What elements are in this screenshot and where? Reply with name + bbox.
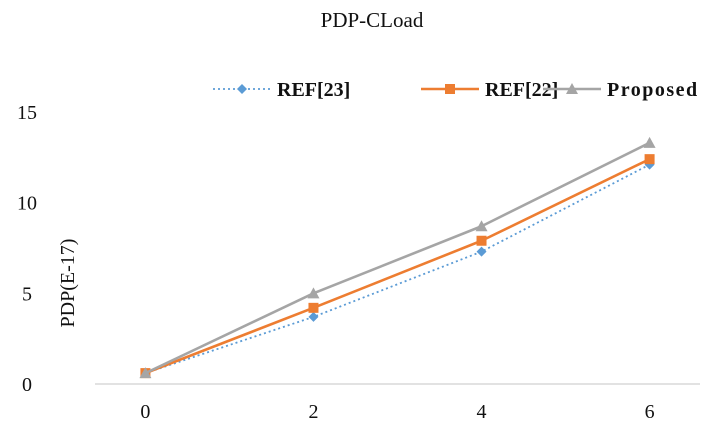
x-tick-label-1: 2 [308, 401, 318, 423]
legend-label-1: REF[22] [485, 79, 558, 101]
data-point-1-1 [308, 302, 319, 313]
y-tick-label-3: 15 [17, 102, 37, 124]
series-layer [139, 136, 656, 379]
y-axis-ticks: 0 5 10 15 [17, 102, 37, 396]
legend-marker-0 [237, 84, 247, 94]
data-point-2-0 [139, 367, 152, 379]
legend-item-0: REF[23] [213, 79, 350, 101]
x-tick-label-0: 0 [140, 401, 150, 423]
legend-marker-2 [566, 83, 578, 94]
legend: REF[23] REF[22] Proposed [213, 79, 699, 101]
legend-item-2: Proposed [543, 79, 699, 101]
data-point-0-2 [476, 246, 487, 257]
data-point-1-3 [644, 154, 655, 165]
y-tick-label-2: 10 [17, 193, 37, 215]
chart-title: PDP-CLoad [321, 8, 424, 32]
series-2 [139, 136, 656, 379]
data-point-1-2 [476, 235, 487, 246]
series-line-2 [144, 141, 651, 375]
legend-item-1: REF[22] [421, 79, 558, 101]
y-tick-label-1: 5 [22, 283, 32, 305]
series-1 [140, 154, 655, 379]
y-tick-label-0: 0 [22, 374, 32, 396]
data-point-2-1 [307, 287, 320, 299]
series-line-1 [144, 157, 651, 375]
data-point-0-1 [308, 311, 319, 322]
x-tick-label-3: 6 [645, 401, 655, 423]
legend-label-0: REF[23] [277, 79, 350, 101]
data-point-2-3 [643, 136, 656, 148]
data-point-2-2 [475, 220, 488, 232]
y-axis-label: PDP(E-17) [57, 239, 79, 328]
legend-label-2: Proposed [607, 79, 699, 101]
x-tick-label-2: 4 [477, 401, 487, 423]
x-axis-ticks: 0 2 4 6 [140, 401, 654, 423]
legend-marker-1 [445, 84, 455, 94]
